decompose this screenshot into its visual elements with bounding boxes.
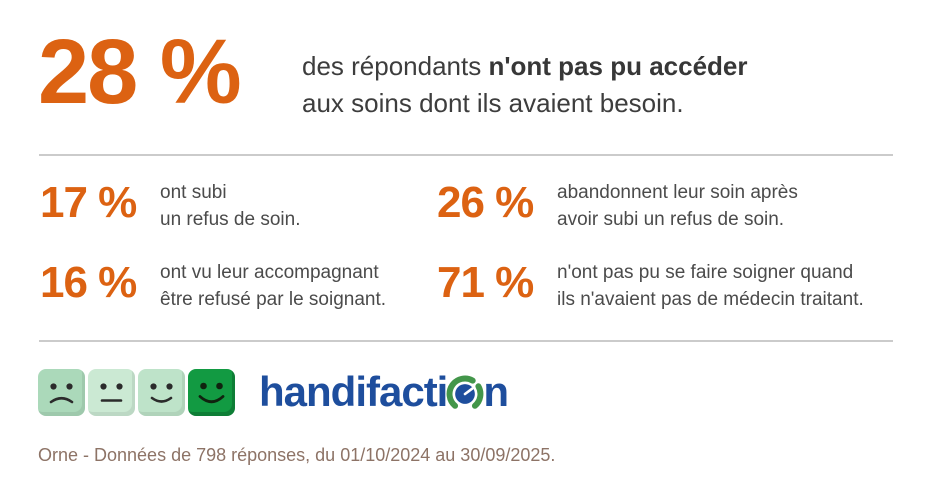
stat-label-line2: être refusé par le soignant.: [160, 289, 387, 310]
brand-row: handifacti n: [38, 368, 509, 416]
brand-text-prefix: handifacti: [259, 368, 448, 415]
stat-label-line2: avoir subi un refus de soin.: [557, 209, 785, 230]
stat-accompagnant-refuse: 16 % ont vu leur accompagnant être refus…: [40, 258, 386, 313]
stat-label-line1: abandonnent leur soin après: [557, 182, 798, 203]
hero-text: des répondants n'ont pas pu accéder aux …: [302, 48, 748, 122]
stat-percentage: 17 %: [40, 178, 137, 227]
stat-percentage: 71 %: [437, 258, 534, 307]
smile-face-icon: [138, 368, 185, 416]
stat-label-line1: ont subi: [160, 182, 227, 203]
data-source-note: Orne - Données de 798 réponses, du 01/10…: [38, 445, 556, 465]
satisfaction-scale: [38, 368, 235, 416]
stat-label: ont subi un refus de soin.: [160, 178, 300, 233]
hero-line1-bold: n'ont pas pu accéder: [488, 51, 748, 81]
happy-face-icon: [188, 368, 235, 416]
stat-label-line2: un refus de soin.: [160, 209, 301, 230]
stat-label-line2: ils n'avaient pas de médecin traitant.: [557, 289, 864, 310]
stat-label: ont vu leur accompagnant être refusé par…: [160, 258, 386, 313]
brand-text-suffix: n: [483, 368, 509, 415]
gauge-o-icon: [446, 375, 484, 409]
hero-percentage: 28 %: [38, 21, 242, 123]
divider-bottom: [39, 340, 893, 342]
stat-label-line1: ont vu leur accompagnant: [160, 262, 379, 283]
stat-percentage: 16 %: [40, 258, 137, 307]
neutral-face-icon: [88, 368, 135, 416]
stat-label-line1: n'ont pas pu se faire soigner quand: [557, 262, 854, 283]
hero-line1-normal: des répondants: [302, 51, 489, 81]
stat-label: n'ont pas pu se faire soigner quand ils …: [557, 258, 864, 313]
stat-abandon-soin: 26 % abandonnent leur soin après avoir s…: [437, 178, 798, 233]
stat-percentage: 26 %: [437, 178, 534, 227]
stat-label: abandonnent leur soin après avoir subi u…: [557, 178, 798, 233]
stat-sans-medecin-traitant: 71 % n'ont pas pu se faire soigner quand…: [437, 258, 864, 313]
hero-line2: aux soins dont ils avaient besoin.: [302, 88, 684, 118]
divider-top: [39, 154, 893, 156]
sad-face-icon: [38, 368, 85, 416]
handifaction-logo: handifacti n: [259, 368, 509, 416]
stat-refus-de-soin: 17 % ont subi un refus de soin.: [40, 178, 300, 233]
